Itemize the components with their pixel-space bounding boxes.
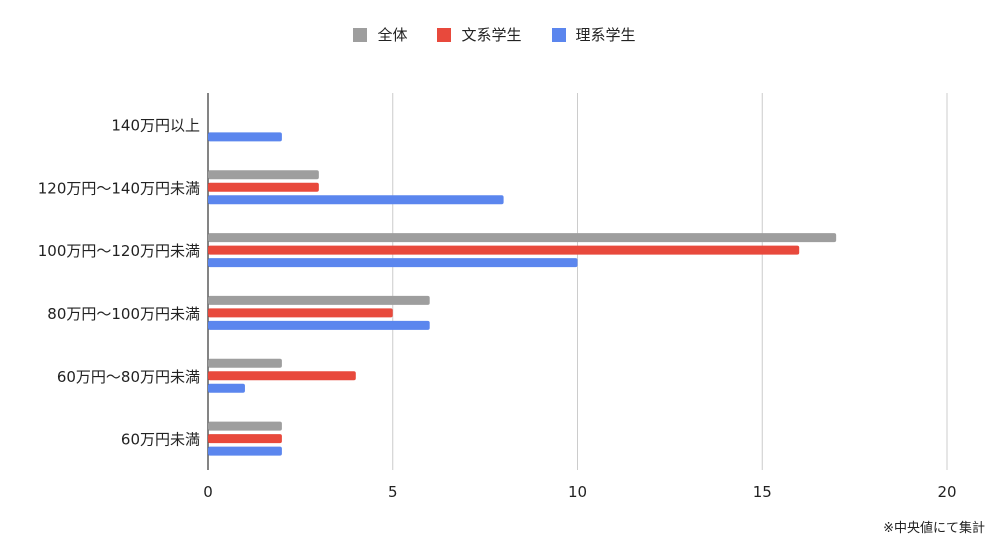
- bar: [208, 258, 578, 268]
- x-tick-label: 5: [388, 483, 398, 501]
- legend-label-science: 理系学生: [575, 26, 636, 44]
- bar: [208, 233, 837, 243]
- y-category-label: 60万円〜80万円未満: [57, 368, 200, 386]
- bar: [208, 371, 356, 381]
- bar: [208, 195, 504, 205]
- bar: [208, 182, 319, 192]
- legend-swatch-science: [551, 27, 566, 42]
- bar: [208, 245, 800, 255]
- legend-item-science[interactable]: 理系学生: [551, 24, 636, 45]
- bar: [208, 383, 245, 393]
- footnote: ※中央値にて集計: [883, 521, 985, 536]
- y-category-label: 120万円〜140万円未満: [38, 179, 200, 197]
- bar: [208, 295, 430, 305]
- bar: [208, 434, 282, 444]
- x-tick-label: 10: [568, 483, 587, 501]
- bar: [208, 320, 430, 330]
- legend-item-humanities[interactable]: 文系学生: [437, 24, 522, 45]
- y-category-label: 60万円未満: [121, 431, 200, 449]
- bar: [208, 308, 393, 318]
- y-category-label: 140万円以上: [111, 116, 200, 134]
- legend-swatch-all: [353, 27, 368, 42]
- bar: [208, 421, 282, 431]
- legend-label-humanities: 文系学生: [461, 26, 522, 44]
- x-tick-label: 0: [203, 483, 213, 501]
- legend: 全体 文系学生 理系学生: [0, 24, 989, 45]
- bar: [208, 132, 282, 142]
- legend-swatch-humanities: [437, 27, 452, 42]
- x-tick-label: 20: [937, 483, 956, 501]
- y-category-label: 80万円〜100万円未満: [47, 305, 200, 323]
- x-tick-label: 15: [753, 483, 772, 501]
- y-category-label: 100万円〜120万円未満: [38, 242, 200, 260]
- legend-item-all[interactable]: 全体: [353, 24, 407, 45]
- bar: [208, 170, 319, 180]
- legend-label-all: 全体: [377, 26, 408, 44]
- bar: [208, 358, 282, 368]
- bar: [208, 446, 282, 456]
